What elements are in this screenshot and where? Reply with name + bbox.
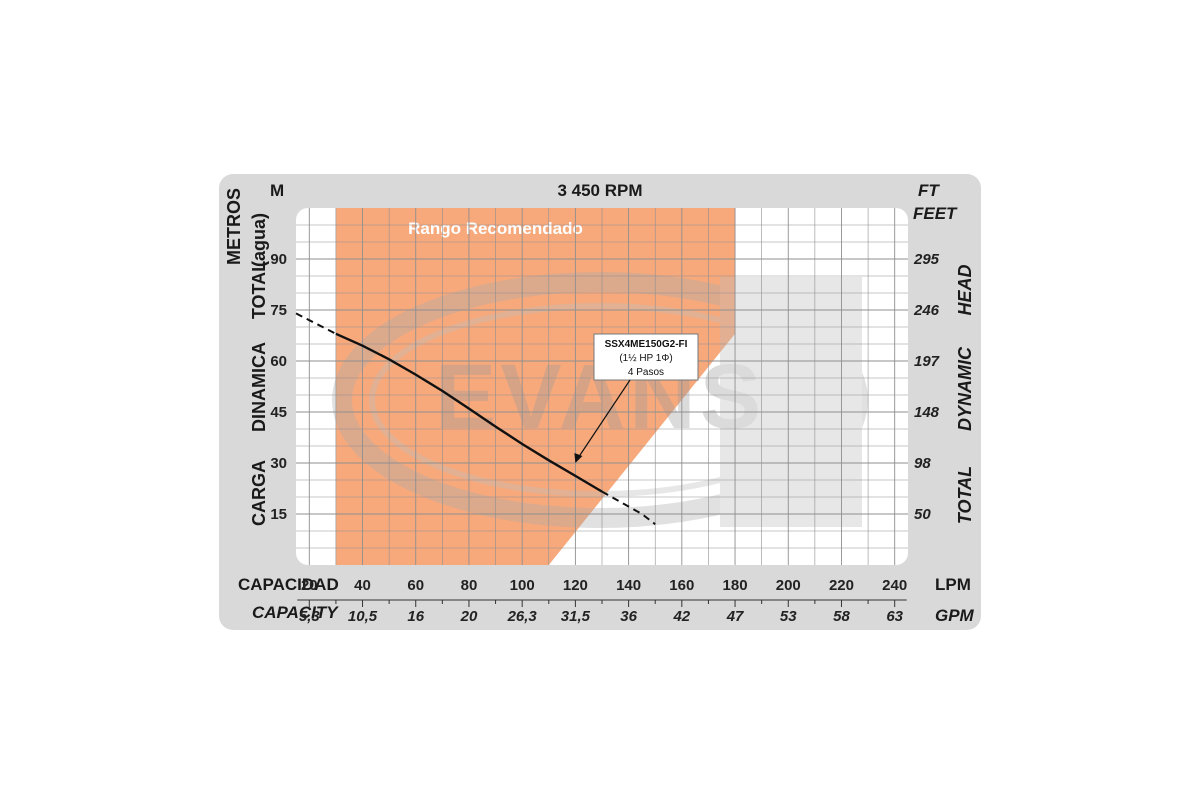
- annotation-box: [593, 333, 699, 381]
- x-tick-secondary: 53: [780, 608, 797, 625]
- x-tick-primary: 240: [882, 577, 907, 594]
- y-unit-right: FEET: [913, 204, 958, 223]
- x-tick-primary: 180: [723, 577, 748, 594]
- x-tick-primary: 140: [616, 577, 641, 594]
- y-tick-left: 60: [270, 353, 287, 370]
- x-tick-secondary: 42: [672, 608, 690, 625]
- curve-dashed-end: [601, 490, 656, 525]
- x-tick-primary: 220: [829, 577, 854, 594]
- y-label-left-word: TOTAL: [249, 261, 269, 319]
- y-label-right-word: DYNAMIC: [955, 346, 975, 431]
- recommended-range-area: [335, 208, 736, 565]
- curve-solid: [335, 332, 603, 493]
- x-tick-primary: 40: [354, 577, 371, 594]
- watermark-block: [720, 277, 862, 527]
- x-tick-primary: 160: [669, 577, 694, 594]
- x-tick-secondary: 31,5: [561, 608, 591, 625]
- x-tick-secondary: 63: [886, 608, 903, 625]
- x-tick-secondary: 36: [620, 608, 637, 625]
- y-label-left-word: DINAMICA: [249, 342, 269, 432]
- x-tick-secondary: 26,3: [507, 608, 538, 625]
- x-label-secondary: CAPACITY: [252, 603, 339, 622]
- x-tick-secondary: 5,3: [299, 608, 321, 625]
- y-tick-left: 90: [270, 251, 287, 268]
- annotation-model: SSX4ME150G2-FI: [605, 339, 688, 350]
- x-tick-secondary: 58: [833, 608, 850, 625]
- y-label-right-word: TOTAL: [955, 466, 975, 524]
- y-tick-right: 246: [913, 302, 940, 319]
- curve-dashed-start: [295, 312, 337, 335]
- annotation-power: (1½ HP 1Φ): [619, 353, 672, 364]
- x-tick-secondary: 10,5: [348, 608, 378, 625]
- model-annotation: SSX4ME150G2-FI (1½ HP 1Φ) 4 Pasos: [574, 333, 699, 463]
- x-tick-primary: 100: [510, 577, 535, 594]
- x-tick-secondary: 20: [460, 608, 478, 625]
- x-unit-primary: LPM: [935, 575, 971, 594]
- x-tick-primary: 60: [407, 577, 424, 594]
- y-label-left-word: CARGA: [249, 460, 269, 526]
- x-tick-primary: 200: [776, 577, 801, 594]
- y-tick-left: 45: [270, 404, 287, 421]
- y-label-left-inner: (agua): [249, 213, 269, 267]
- annotation-stages: 4 Pasos: [628, 367, 664, 378]
- y-tick-right: 98: [914, 455, 931, 472]
- x-tick-secondary: 16: [407, 608, 424, 625]
- x-tick-primary: 20: [301, 577, 318, 594]
- chart-title: 3 450 RPM: [557, 181, 642, 200]
- annotation-arrow-line: [576, 379, 631, 460]
- y-tick-right: 197: [914, 353, 940, 370]
- x-label-primary: CAPACIDAD: [238, 575, 339, 594]
- x-tick-secondary: 47: [726, 608, 744, 625]
- y-tick-left: 30: [270, 455, 287, 472]
- annotation-arrow-head: [574, 453, 583, 463]
- x-tick-primary: 80: [461, 577, 478, 594]
- y-tick-right: 295: [913, 251, 940, 268]
- x-unit-secondary: GPM: [935, 606, 975, 625]
- y-unit-right-top: FT: [918, 181, 940, 200]
- x-tick-primary: 120: [563, 577, 588, 594]
- y-label-right-word: HEAD: [955, 264, 975, 315]
- y-tick-right: 148: [914, 404, 940, 421]
- y-label-left-outer: METROS: [224, 188, 244, 265]
- y-unit-left: M: [270, 181, 284, 200]
- watermark-ellipse-inner: [369, 303, 831, 497]
- y-tick-left: 15: [270, 506, 287, 523]
- y-tick-right: 50: [914, 506, 931, 523]
- watermark-ellipse-outer: [332, 272, 868, 528]
- y-tick-left: 75: [270, 302, 287, 319]
